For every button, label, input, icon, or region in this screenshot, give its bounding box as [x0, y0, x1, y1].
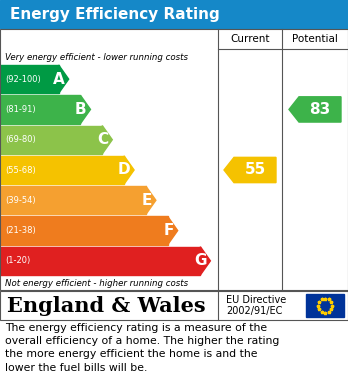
- Text: (21-38): (21-38): [5, 226, 36, 235]
- Text: EU Directive: EU Directive: [226, 295, 286, 305]
- Bar: [0, 247, 200, 275]
- Bar: [0, 0, 348, 28]
- Text: Energy Efficiency Rating: Energy Efficiency Rating: [10, 7, 220, 22]
- Text: A: A: [53, 72, 65, 87]
- Text: 55: 55: [244, 163, 266, 178]
- Text: 83: 83: [309, 102, 331, 117]
- Text: D: D: [117, 163, 130, 178]
- Polygon shape: [146, 186, 156, 214]
- Bar: [306, 294, 344, 317]
- Bar: [0, 29, 348, 290]
- Bar: [0, 95, 80, 124]
- Polygon shape: [224, 157, 276, 183]
- Polygon shape: [200, 247, 211, 275]
- Text: F: F: [163, 223, 174, 238]
- Text: (1-20): (1-20): [5, 256, 30, 265]
- Bar: [0, 291, 348, 320]
- Text: Current: Current: [230, 34, 270, 44]
- Text: G: G: [194, 253, 206, 268]
- Polygon shape: [80, 95, 90, 124]
- Text: Very energy efficient - lower running costs: Very energy efficient - lower running co…: [5, 52, 188, 61]
- Text: (69-80): (69-80): [5, 135, 36, 144]
- Text: E: E: [142, 193, 152, 208]
- Polygon shape: [168, 217, 178, 245]
- Text: (92-100): (92-100): [5, 75, 41, 84]
- Text: C: C: [97, 132, 108, 147]
- Bar: [0, 126, 102, 154]
- Polygon shape: [124, 156, 134, 184]
- Text: Potential: Potential: [292, 34, 338, 44]
- Text: (81-91): (81-91): [5, 105, 35, 114]
- Bar: [0, 217, 168, 245]
- Bar: [0, 65, 59, 93]
- Text: 2002/91/EC: 2002/91/EC: [226, 306, 282, 316]
- Polygon shape: [289, 97, 341, 122]
- Text: (39-54): (39-54): [5, 196, 35, 205]
- Bar: [0, 156, 124, 184]
- Text: The energy efficiency rating is a measure of the
overall efficiency of a home. T: The energy efficiency rating is a measur…: [5, 323, 279, 373]
- Polygon shape: [59, 65, 69, 93]
- Bar: [0, 186, 146, 214]
- Text: Not energy efficient - higher running costs: Not energy efficient - higher running co…: [5, 278, 188, 287]
- Text: (55-68): (55-68): [5, 165, 36, 174]
- Text: B: B: [75, 102, 86, 117]
- Text: England & Wales: England & Wales: [7, 296, 206, 316]
- Polygon shape: [102, 126, 112, 154]
